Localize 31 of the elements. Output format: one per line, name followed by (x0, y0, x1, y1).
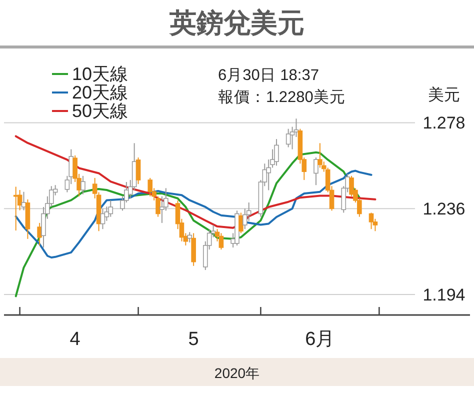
candlestick (286, 128, 291, 148)
x-tick-label: 6月 (305, 329, 335, 350)
candlestick (187, 232, 192, 243)
candlestick (218, 232, 224, 250)
candlestick (266, 159, 271, 191)
candlestick (148, 177, 153, 197)
title: 英鎊兌美元 (170, 8, 304, 38)
candlestick (80, 175, 86, 195)
candlestick (314, 156, 318, 186)
candlestick (318, 142, 322, 168)
legend-label: 10天線 (72, 64, 128, 84)
candlestick (368, 212, 374, 230)
y-axis-title: 美元 (428, 86, 460, 104)
candlestick (108, 200, 114, 218)
line-series (14, 170, 372, 259)
legend-label: 50天線 (72, 101, 128, 121)
candlestick (191, 232, 196, 266)
x-tick-label: 5 (188, 329, 199, 350)
y-tick-label: 1.236 (422, 200, 466, 219)
candlestick (238, 212, 244, 234)
annotation: 6月30日 18:37 (218, 67, 319, 84)
y-tick-label: 1.278 (422, 114, 466, 133)
y-tick-label: 1.194 (422, 286, 466, 305)
candlestick (136, 156, 141, 185)
candlestick (274, 138, 279, 166)
legend-label: 20天線 (72, 82, 128, 102)
x-axis-title: 2020年 (214, 365, 260, 381)
annotation: 報價：1.2280美元 (218, 88, 346, 106)
candlestick (21, 191, 26, 211)
line-series (14, 151, 360, 298)
x-tick-label: 4 (70, 329, 81, 350)
